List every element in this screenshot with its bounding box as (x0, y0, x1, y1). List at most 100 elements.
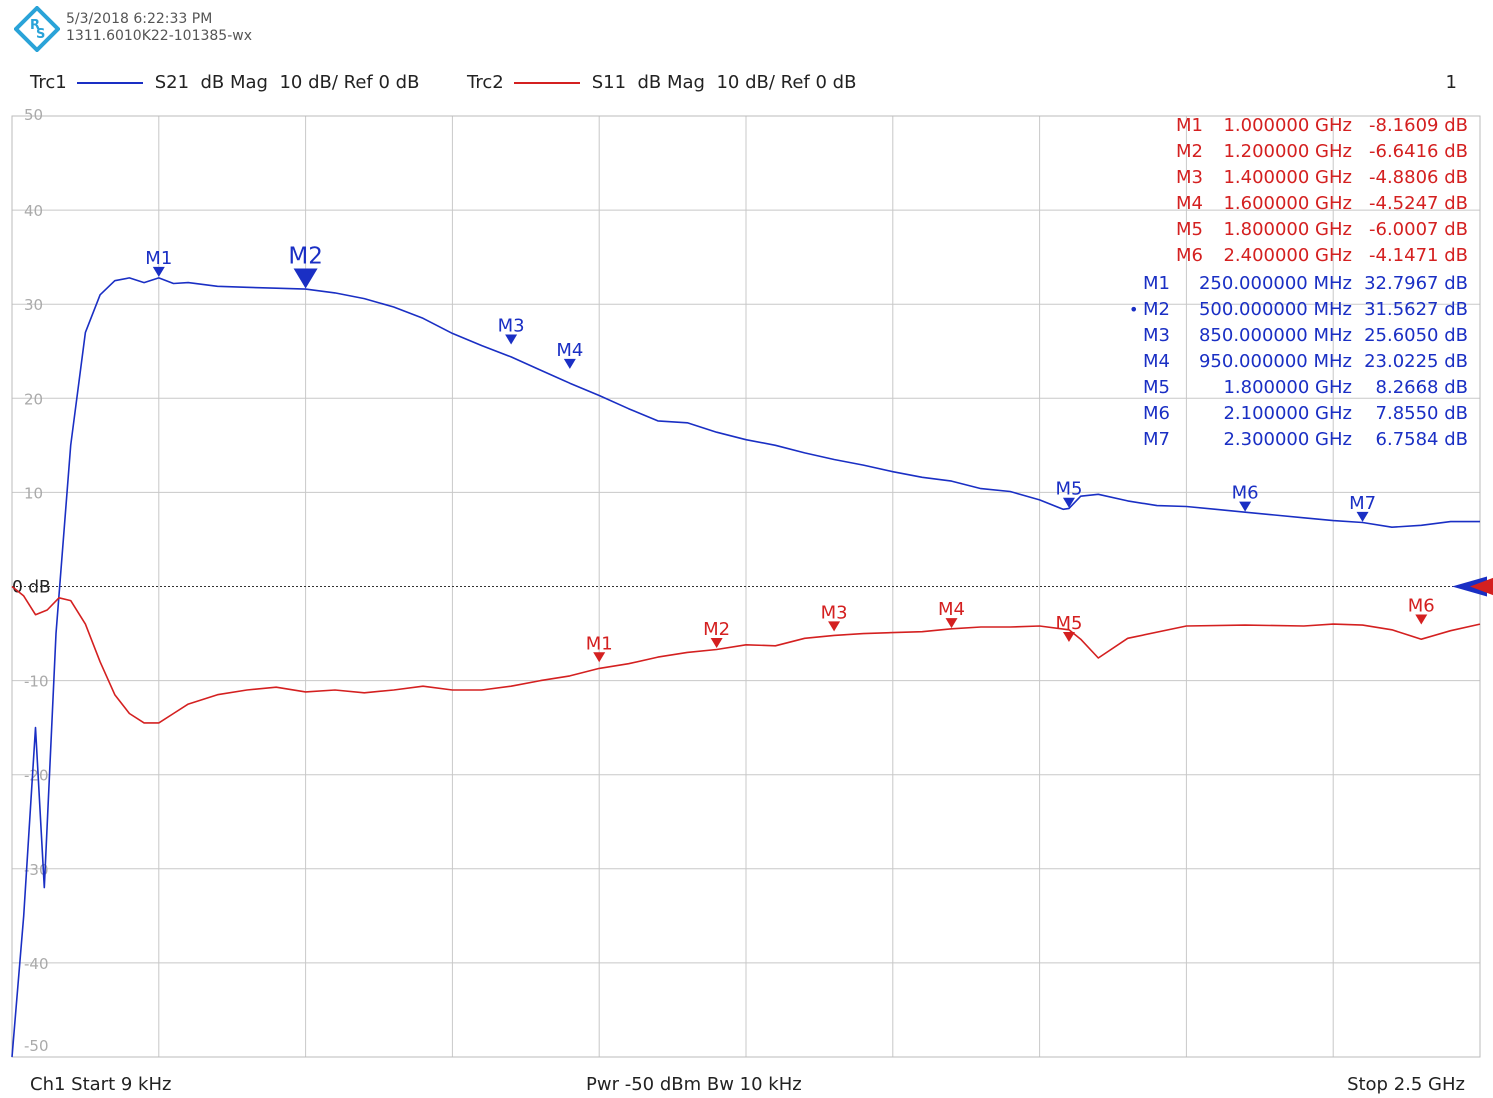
s11-readout-row: M1 1.000000 GHz -8.1609 dB (1176, 115, 1468, 136)
s21-readout-row: • M2 500.000000 MHz 31.5627 dB (1129, 299, 1468, 320)
trace-2-format: dB Mag (637, 72, 705, 93)
y-tick-label: 10 (24, 484, 43, 502)
s11-marker-label: M4 (938, 599, 965, 620)
s21-marker-label: M3 (498, 316, 525, 337)
readout-marker-label: M3 (1143, 325, 1170, 346)
readout-frequency: 1.200000 GHz (1223, 141, 1352, 162)
readout-marker-label: M1 (1176, 115, 1203, 136)
readout-marker-label: M1 (1143, 273, 1170, 294)
y-tick-label: 0 dB (12, 578, 51, 598)
trace-2-ref: Ref 0 dB (780, 72, 857, 93)
readout-value: 32.7967 dB (1364, 273, 1468, 294)
s21-marker-m6-icon (1239, 501, 1252, 512)
readout-frequency: 950.000000 MHz (1199, 351, 1352, 372)
readout-frequency: 1.000000 GHz (1223, 115, 1352, 136)
s11-marker-label: M2 (703, 619, 730, 640)
readout-value: 23.0225 dB (1364, 351, 1468, 372)
s21-marker-m2-icon (293, 268, 318, 289)
readout-value: -4.5247 dB (1369, 193, 1468, 214)
svg-text:R: R (30, 18, 40, 33)
s21-marker-label: M1 (145, 248, 172, 269)
trace-1-ref: Ref 0 dB (343, 72, 420, 93)
start-frequency: Ch1 Start 9 kHz (30, 1074, 172, 1095)
readout-frequency: 1.800000 GHz (1223, 377, 1352, 398)
s11-marker-label: M6 (1408, 596, 1435, 617)
s11-marker-m1-icon (593, 652, 606, 663)
y-tick-label: 50 (24, 106, 43, 124)
readout-frequency: 250.000000 MHz (1199, 273, 1352, 294)
s11-marker-m5-icon (1062, 631, 1075, 642)
y-tick-label: -40 (24, 955, 49, 973)
readout-frequency: 850.000000 MHz (1199, 325, 1352, 346)
readout-marker-label: M2 (1176, 141, 1203, 162)
power-bandwidth: Pwr -50 dBm Bw 10 kHz (586, 1074, 802, 1095)
readout-marker-label: M5 (1143, 377, 1170, 398)
s11-readout-row: M3 1.400000 GHz -4.8806 dB (1176, 167, 1468, 188)
s11-marker-m2-icon (710, 637, 723, 648)
trace-1-param: S21 (154, 72, 190, 93)
trace-2-name: Trc2 (467, 72, 504, 93)
readout-marker-label: M3 (1176, 167, 1203, 188)
s11-marker-m3-icon (828, 621, 841, 632)
s21-readout-row: M3 850.000000 MHz 25.6050 dB (1143, 325, 1468, 346)
y-tick-label: -10 (24, 673, 49, 691)
trace-1-scale: 10 dB/ (279, 72, 338, 93)
s11-marker-m4-icon (945, 618, 958, 629)
channel-number: 1 (1445, 72, 1457, 93)
trace-2-info[interactable]: Trc2 S11 dB Mag 10 dB/ Ref 0 dB (467, 72, 856, 93)
s21-marker-label: M5 (1055, 479, 1082, 500)
readout-frequency: 2.100000 GHz (1223, 403, 1352, 424)
y-tick-label: 40 (24, 202, 43, 220)
readout-marker-label: M6 (1176, 245, 1203, 266)
readout-frequency: 500.000000 MHz (1199, 299, 1352, 320)
readout-marker-label: M4 (1143, 351, 1170, 372)
s21-marker-m1-icon (152, 266, 165, 277)
readout-marker-label: M2 (1143, 299, 1170, 320)
s11-marker-label: M1 (586, 633, 613, 654)
readout-marker-label: M6 (1143, 403, 1170, 424)
s11-readout-row: M2 1.200000 GHz -6.6416 dB (1176, 141, 1468, 162)
timestamp-block: 5/3/2018 6:22:33 PM 1311.6010K22-101385-… (66, 11, 252, 45)
readout-marker-label: M7 (1143, 429, 1170, 450)
trace-1-ref-arrow-icon (1452, 576, 1487, 597)
readout-frequency: 1.800000 GHz (1223, 219, 1352, 240)
s21-readout-row: M1 250.000000 MHz 32.7967 dB (1143, 273, 1468, 294)
s11-readout-row: M6 2.400000 GHz -4.1471 dB (1176, 245, 1468, 266)
s11-readout-row: M5 1.800000 GHz -6.0007 dB (1176, 219, 1468, 240)
readout-value: 25.6050 dB (1364, 325, 1468, 346)
s21-readout-row: M6 2.100000 GHz 7.8550 dB (1143, 403, 1468, 424)
trace-line-s11 (11, 585, 1481, 724)
readout-marker-label: M4 (1176, 193, 1203, 214)
readout-value: 7.8550 dB (1376, 403, 1468, 424)
instrument-header: R S 5/3/2018 6:22:33 PM 1311.6010K22-101… (0, 0, 1493, 60)
stop-frequency: Stop 2.5 GHz (1347, 1074, 1465, 1095)
trace-1-line-swatch (76, 82, 143, 84)
timestamp: 5/3/2018 6:22:33 PM (66, 11, 213, 27)
s21-marker-label: M4 (556, 340, 583, 361)
s11-marker-label: M3 (821, 602, 848, 623)
trace-1-format: dB Mag (200, 72, 268, 93)
device-id: 1311.6010K22-101385-wx (66, 28, 252, 44)
active-marker-dot: • (1129, 300, 1138, 319)
s21-marker-m4-icon (563, 358, 576, 369)
s21-marker-label: M2 (288, 243, 322, 269)
trace-line-s21 (11, 277, 1480, 1058)
readout-value: -6.6416 dB (1369, 141, 1468, 162)
readout-value: 8.2668 dB (1376, 377, 1468, 398)
svg-text:S: S (36, 27, 45, 42)
s21-marker-m7-icon (1356, 511, 1369, 522)
rohde-schwarz-logo-icon: R S (14, 6, 60, 52)
y-tick-label: -20 (24, 767, 49, 785)
s21-marker-m5-icon (1062, 497, 1075, 508)
readout-marker-label: M5 (1176, 219, 1203, 240)
s11-readout-row: M4 1.600000 GHz -4.5247 dB (1176, 193, 1468, 214)
trace-1-info[interactable]: Trc1 S21 dB Mag 10 dB/ Ref 0 dB (30, 72, 419, 93)
readout-frequency: 1.600000 GHz (1223, 193, 1352, 214)
s21-readout-row: M5 1.800000 GHz 8.2668 dB (1143, 377, 1468, 398)
trace-2-ref-arrow-icon (1470, 577, 1493, 596)
s11-marker-m6-icon (1415, 614, 1428, 625)
y-tick-label: 30 (24, 296, 43, 314)
s21-readout-row: M7 2.300000 GHz 6.7584 dB (1143, 429, 1468, 450)
readout-frequency: 2.400000 GHz (1223, 245, 1352, 266)
